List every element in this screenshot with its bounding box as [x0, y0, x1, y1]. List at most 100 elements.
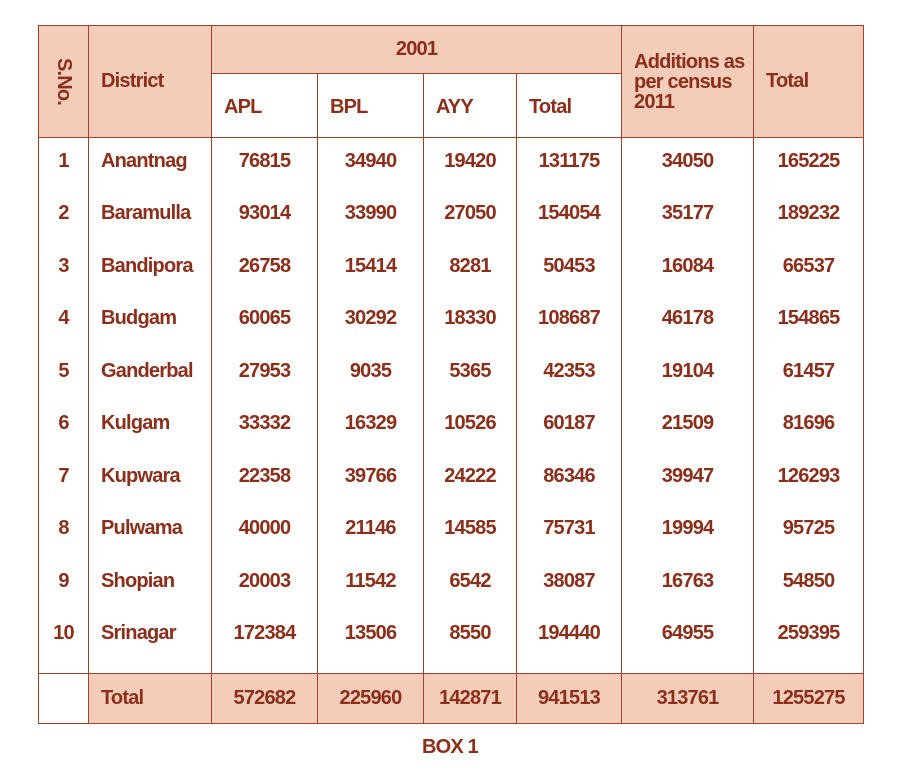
total-cell: 941513 [515, 673, 623, 724]
number-cell: 61457 [753, 347, 865, 400]
number-cell: 39766 [317, 452, 424, 505]
number-cell: 66537 [753, 242, 865, 295]
number-cell: 54850 [753, 557, 865, 610]
number-cell: 40000 [211, 505, 318, 558]
number-cell: 75731 [515, 505, 623, 558]
number-cell: 21509 [621, 400, 755, 453]
table-row: 9 Shopian 20003 11542 6542 38087 16763 54850 [38, 557, 865, 610]
number-cell: 5365 [423, 347, 517, 400]
number-cell: 13506 [317, 610, 424, 674]
number-cell: 14585 [423, 505, 517, 558]
total-cell: 572682 [211, 673, 318, 724]
number-cell: 76815 [211, 137, 318, 190]
number-cell: 189232 [753, 190, 865, 243]
header-sno: S.No. [53, 57, 75, 106]
number-cell: 16329 [317, 400, 424, 453]
number-cell: 21146 [317, 505, 424, 558]
number-cell: 93014 [211, 190, 318, 243]
number-cell: 60065 [211, 295, 318, 348]
header-additions: Additions as per census 2011 [621, 25, 755, 138]
data-table: S.No. District 2001 Additions as per cen… [38, 25, 865, 724]
serial-cell: 4 [38, 295, 89, 348]
number-cell: 81696 [753, 400, 865, 453]
number-cell: 154054 [515, 190, 623, 243]
subheader-row: APL BPL AYY Total [39, 73, 864, 138]
district-cell: Kupwara [88, 452, 212, 505]
district-cell: Ganderbal [88, 347, 212, 400]
number-cell: 39947 [621, 452, 755, 505]
number-cell: 8550 [423, 610, 517, 674]
serial-cell: 3 [38, 242, 89, 295]
number-cell: 108687 [515, 295, 623, 348]
number-cell: 19994 [621, 505, 755, 558]
number-cell: 172384 [211, 610, 318, 674]
subheader-cell: AYY [423, 73, 517, 138]
number-cell: 27953 [211, 347, 318, 400]
table-row: 1 Anantnag 76815 34940 19420 131175 34050 16522… [38, 137, 865, 190]
number-cell: 27050 [423, 190, 517, 243]
table-row: 2 Baramulla 93014 33990 27050 154054 35177 1892… [38, 190, 865, 243]
serial-cell: 10 [38, 610, 89, 674]
number-cell: 33990 [317, 190, 424, 243]
total-cell: 142871 [423, 673, 517, 724]
number-cell: 24222 [423, 452, 517, 505]
number-cell: 46178 [621, 295, 755, 348]
number-cell: 34050 [621, 137, 755, 190]
number-cell: 86346 [515, 452, 623, 505]
district-cell: Srinagar [88, 610, 212, 674]
caption: BOX 1 [421, 736, 479, 758]
serial-cell: 6 [38, 400, 89, 453]
number-cell: 64955 [621, 610, 755, 674]
total-cell: 1255275 [753, 673, 865, 724]
number-cell: 10526 [423, 400, 517, 453]
district-cell: Pulwama [88, 505, 212, 558]
total-label: Total [88, 673, 212, 724]
number-cell: 131175 [515, 137, 623, 190]
district-cell: Kulgam [88, 400, 212, 453]
number-cell: 26758 [211, 242, 318, 295]
district-cell: Baramulla [88, 190, 212, 243]
total-cell: 225960 [317, 673, 424, 724]
serial-cell: 9 [38, 557, 89, 610]
serial-cell: 2 [38, 190, 89, 243]
table-body: 1 Anantnag 76815 34940 19420 131175 34050 16522… [38, 137, 865, 674]
district-cell: Bandipora [88, 242, 212, 295]
subheader-cell: BPL [317, 73, 424, 138]
number-cell: 19420 [423, 137, 517, 190]
number-cell: 35177 [621, 190, 755, 243]
number-cell: 9035 [317, 347, 424, 400]
number-cell: 34940 [317, 137, 424, 190]
number-cell: 60187 [515, 400, 623, 453]
district-cell: Anantnag [88, 137, 212, 190]
number-cell: 33332 [211, 400, 318, 453]
number-cell: 11542 [317, 557, 424, 610]
number-cell: 19104 [621, 347, 755, 400]
number-cell: 6542 [423, 557, 517, 610]
table-row: 3 Bandipora 26758 15414 8281 50453 16084 66537 [38, 242, 865, 295]
empty-cell [38, 673, 89, 724]
number-cell: 194440 [515, 610, 623, 674]
number-cell: 20003 [211, 557, 318, 610]
number-cell: 165225 [753, 137, 865, 190]
number-cell: 15414 [317, 242, 424, 295]
number-cell: 18330 [423, 295, 517, 348]
number-cell: 154865 [753, 295, 865, 348]
serial-cell: 5 [38, 347, 89, 400]
table-row: 6 Kulgam 33332 16329 10526 60187 21509 81696 [38, 400, 865, 453]
total-row: Total 572682 225960 142871 941513 313761 12552… [38, 673, 865, 724]
number-cell: 126293 [753, 452, 865, 505]
district-cell: Budgam [88, 295, 212, 348]
header-district: District [88, 25, 212, 138]
table-row: 10 Srinagar 172384 13506 8550 194440 64955 2593… [38, 610, 865, 674]
number-cell: 16763 [621, 557, 755, 610]
district-cell: Shopian [88, 557, 212, 610]
serial-cell: 1 [38, 137, 89, 190]
number-cell: 16084 [621, 242, 755, 295]
table-row: 8 Pulwama 40000 21146 14585 75731 19994 95725 [38, 505, 865, 558]
serial-cell: 8 [38, 505, 89, 558]
header-group: 2001 [210, 25, 623, 74]
subheader-cell: APL [211, 73, 318, 138]
number-cell: 259395 [753, 610, 865, 674]
number-cell: 30292 [317, 295, 424, 348]
